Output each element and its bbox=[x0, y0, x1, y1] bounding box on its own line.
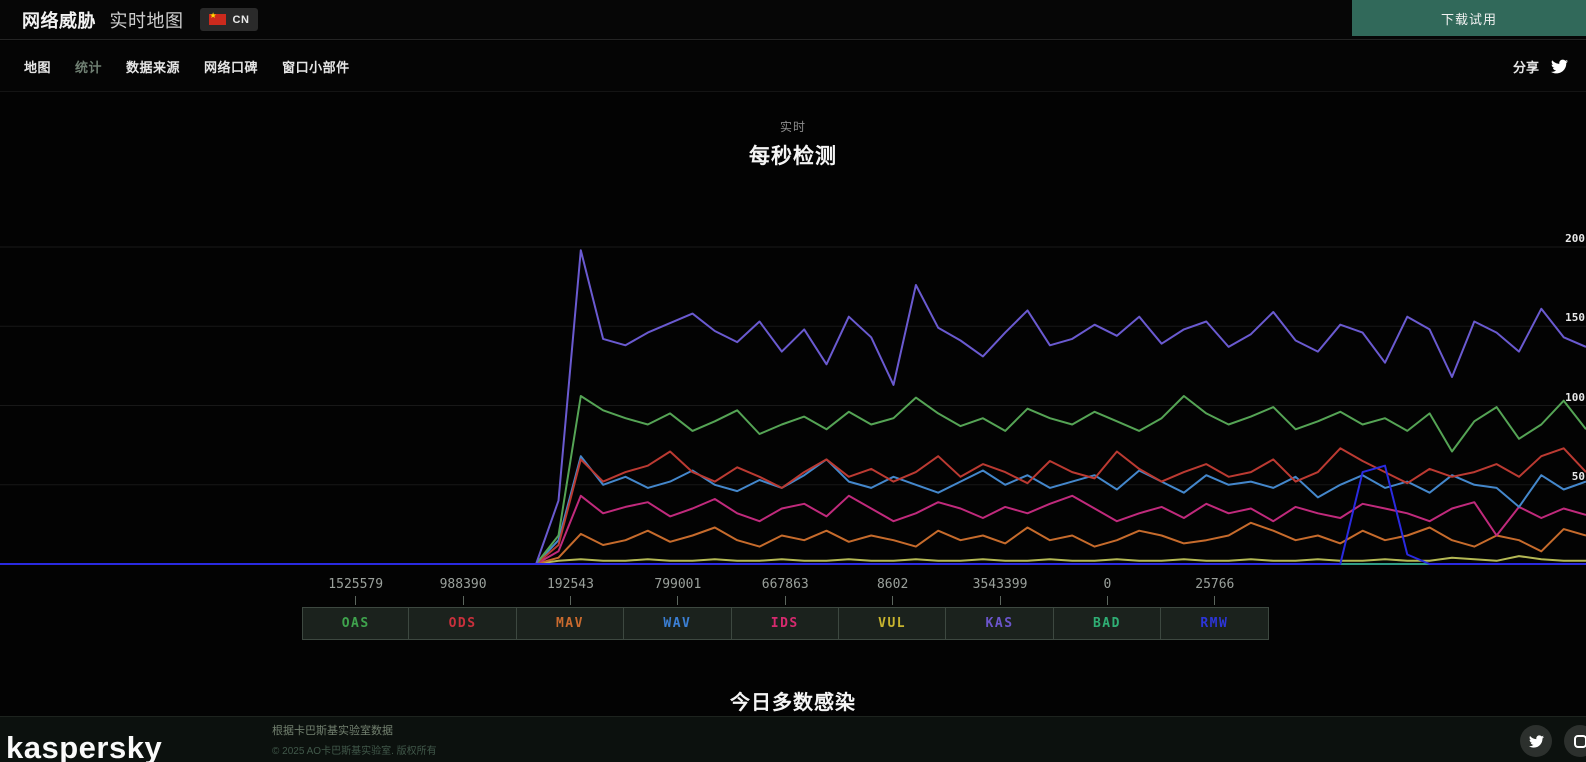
app-title: 网络威胁 实时地图 bbox=[22, 7, 184, 33]
legend-toggle-button[interactable]: VUL bbox=[837, 607, 947, 640]
legend-toggle-button[interactable]: IDS bbox=[730, 607, 839, 640]
tick-mark bbox=[462, 596, 464, 605]
tick-mark bbox=[784, 596, 786, 605]
tick-mark bbox=[892, 596, 894, 605]
twitter-icon[interactable] bbox=[1551, 58, 1568, 75]
y-axis-label: 200 bbox=[1565, 232, 1585, 245]
legend-item-oas[interactable]: 1525579 OAS bbox=[302, 577, 410, 640]
country-selector[interactable]: ★ CN bbox=[199, 8, 259, 31]
footer-copyright: © 2025 AO卡巴斯基实验室. 版权所有 bbox=[272, 746, 437, 757]
legend-toggle-button[interactable]: WAV bbox=[623, 607, 732, 640]
country-code: CN bbox=[232, 13, 250, 26]
legend-item-ids[interactable]: 667863 IDS bbox=[730, 577, 839, 640]
y-axis-label: 150 bbox=[1565, 311, 1585, 325]
legend-item-rmw[interactable]: 25766 RMW bbox=[1160, 577, 1269, 640]
legend-counter: 192543 bbox=[546, 577, 594, 592]
tick-mark bbox=[569, 596, 571, 605]
nav-bar: 地图 统计 数据来源 网络口碑 窗口小部件 分享 bbox=[0, 41, 1586, 92]
footer-text: 根据卡巴斯基实验室数据 © 2025 AO卡巴斯基实验室. 版权所有 bbox=[272, 722, 437, 757]
legend-counter: 1525579 bbox=[328, 577, 384, 592]
legend-toggle-button[interactable]: KAS bbox=[945, 607, 1054, 640]
legend-item-mav[interactable]: 192543 MAV bbox=[515, 577, 625, 640]
y-axis-label: 100 bbox=[1565, 390, 1585, 404]
legend-toggle-button[interactable]: MAV bbox=[515, 607, 625, 640]
footer: kaspersky 根据卡巴斯基实验室数据 © 2025 AO卡巴斯基实验室. … bbox=[0, 716, 1586, 762]
chart-subtitle: 实时 bbox=[779, 120, 806, 134]
legend-toggle-button[interactable]: OAS bbox=[302, 607, 410, 640]
legend-toggle-button[interactable]: RMW bbox=[1160, 607, 1269, 640]
legend-counter: 8602 bbox=[876, 577, 909, 592]
y-axis-label: 50 bbox=[1571, 469, 1585, 483]
share-button[interactable]: 分享 bbox=[1512, 59, 1539, 75]
legend-counter: 25766 bbox=[1195, 577, 1235, 592]
download-trial-button[interactable]: 下载试用 bbox=[1352, 0, 1586, 36]
legend-counter: 667863 bbox=[761, 577, 809, 592]
social-icon[interactable] bbox=[1564, 725, 1586, 757]
tick-mark bbox=[999, 596, 1001, 605]
legend-toggle-button[interactable]: ODS bbox=[408, 607, 517, 640]
tick-mark bbox=[355, 596, 357, 605]
cn-flag-icon: ★ bbox=[208, 11, 226, 25]
footer-socials bbox=[1520, 725, 1586, 757]
nav-item-buzz[interactable]: 网络口碑 bbox=[204, 59, 259, 75]
detections-line-chart: 200 150 100 50 bbox=[0, 200, 1586, 570]
nav-item-data-sources[interactable]: 数据来源 bbox=[126, 59, 181, 75]
twitter-icon[interactable] bbox=[1520, 725, 1552, 757]
tick-mark bbox=[1106, 596, 1108, 605]
chart-header: 实时 每秒检测 bbox=[0, 118, 1586, 170]
legend-counter: 3543399 bbox=[972, 577, 1028, 592]
legend-item-bad[interactable]: 0 BAD bbox=[1052, 577, 1162, 640]
chart-title: 每秒检测 bbox=[749, 145, 837, 168]
footer-data-source: 根据卡巴斯基实验室数据 bbox=[272, 725, 393, 737]
legend-item-kas[interactable]: 3543399 KAS bbox=[945, 577, 1054, 640]
app-title-light: 实时地图 bbox=[109, 10, 184, 31]
section-title-most-infected: 今日多数感染 bbox=[730, 692, 856, 714]
chart-legend: 1525579 OAS 988390 ODS 192543 MAV 799001… bbox=[302, 577, 1269, 640]
legend-item-vul[interactable]: 8602 VUL bbox=[837, 577, 947, 640]
nav-item-statistics[interactable]: 统计 bbox=[75, 59, 103, 75]
nav-item-map[interactable]: 地图 bbox=[24, 59, 52, 75]
legend-counter: 988390 bbox=[439, 577, 487, 592]
legend-item-wav[interactable]: 799001 WAV bbox=[623, 577, 732, 640]
nav-item-widget[interactable]: 窗口小部件 bbox=[282, 59, 350, 75]
app-title-bold: 网络威胁 bbox=[22, 10, 96, 31]
tick-mark bbox=[1214, 596, 1216, 605]
top-bar: 网络威胁 实时地图 ★ CN 下载试用 bbox=[0, 0, 1586, 40]
legend-counter: 799001 bbox=[654, 577, 702, 592]
legend-item-ods[interactable]: 988390 ODS bbox=[408, 577, 517, 640]
legend-toggle-button[interactable]: BAD bbox=[1052, 607, 1162, 640]
tick-mark bbox=[677, 596, 679, 605]
kaspersky-logo[interactable]: kaspersky bbox=[6, 730, 163, 762]
legend-counter: 0 bbox=[1103, 577, 1112, 592]
